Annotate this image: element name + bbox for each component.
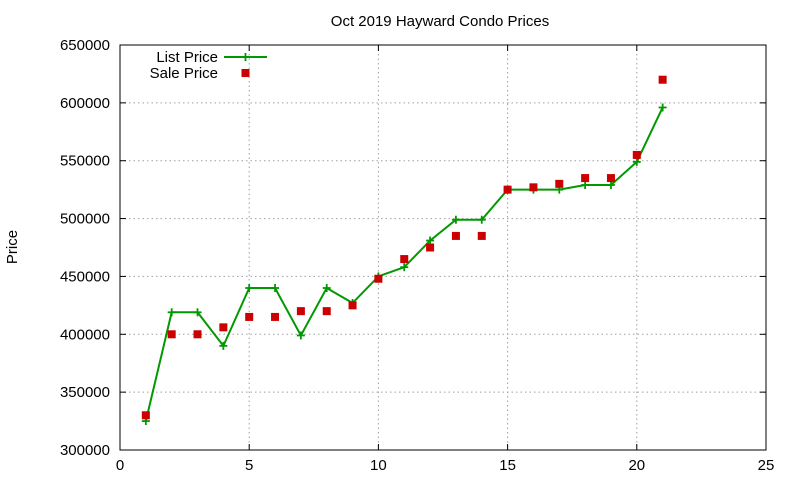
- legend-label: Sale Price: [150, 65, 218, 82]
- series-list-price: [141, 103, 667, 426]
- list-price-point: [219, 341, 228, 350]
- plot-border: [119, 44, 767, 451]
- y-axis-label: Price: [4, 230, 21, 264]
- sale-price-point: [167, 330, 176, 339]
- list-price-point: [296, 331, 305, 340]
- sale-price-point: [529, 183, 538, 192]
- sale-price-point: [451, 231, 460, 240]
- list-price-point: [426, 236, 435, 245]
- y-tick-label: 300000: [60, 442, 110, 459]
- list-price-point: [451, 215, 460, 224]
- sale-price-point: [141, 411, 150, 420]
- list-price-point: [322, 284, 331, 292]
- x-tick-label: 20: [628, 457, 645, 474]
- sale-price-point: [193, 330, 202, 339]
- legend-plus-swatch: [241, 53, 250, 61]
- sale-price-point: [503, 185, 512, 194]
- sale-price-point: [348, 301, 357, 310]
- y-tick-label: 600000: [60, 95, 110, 112]
- list-price-point: [193, 308, 202, 317]
- legend-square-swatch: [241, 69, 250, 77]
- list-price-point: [245, 284, 254, 292]
- y-tick-label: 500000: [60, 211, 110, 228]
- list-price-point: [477, 215, 486, 224]
- list-price-point: [271, 284, 280, 292]
- sale-price-point: [632, 150, 641, 159]
- sale-price-point: [606, 174, 615, 183]
- x-tick-label: 25: [758, 457, 775, 474]
- sale-price-point: [477, 231, 486, 240]
- y-tick-label: 650000: [60, 37, 110, 54]
- data-series: [141, 75, 667, 426]
- x-tick-label: 0: [116, 457, 124, 474]
- list-price-point: [658, 103, 667, 112]
- sale-price-point: [296, 307, 305, 316]
- grid-lines: [120, 45, 766, 450]
- series-sale-price: [141, 75, 667, 420]
- y-tick-label: 450000: [60, 268, 110, 285]
- sale-price-point: [374, 274, 383, 283]
- sale-price-point: [322, 307, 331, 316]
- list-price-point: [400, 263, 409, 272]
- sale-price-point: [219, 323, 228, 332]
- sale-price-point: [555, 179, 564, 188]
- axis-ticks: 0 5 10 15 20 25 300000 350000 400000 450000 500000…: [60, 37, 774, 474]
- chart-title: Oct 2019 Hayward Condo Prices: [331, 13, 549, 30]
- legend-item: List Price: [156, 49, 267, 66]
- plot-frame: [119, 44, 767, 451]
- sale-price-point: [426, 243, 435, 252]
- x-tick-label: 5: [245, 457, 253, 474]
- x-tick-label: 15: [499, 457, 516, 474]
- list-price-point: [581, 181, 590, 190]
- list-price-point: [167, 308, 176, 317]
- y-tick-label: 400000: [60, 326, 110, 343]
- sale-price-point: [245, 312, 254, 321]
- legend-item: Sale Price: [150, 65, 250, 82]
- sale-price-point: [271, 312, 280, 321]
- sale-price-point: [581, 174, 590, 183]
- list-price-point: [632, 157, 641, 166]
- sale-price-point: [400, 255, 409, 264]
- legend-label: List Price: [156, 49, 218, 66]
- x-tick-label: 10: [370, 457, 387, 474]
- list-price-point: [606, 181, 615, 190]
- sale-price-point: [658, 75, 667, 84]
- y-tick-label: 350000: [60, 384, 110, 401]
- y-tick-label: 550000: [60, 153, 110, 170]
